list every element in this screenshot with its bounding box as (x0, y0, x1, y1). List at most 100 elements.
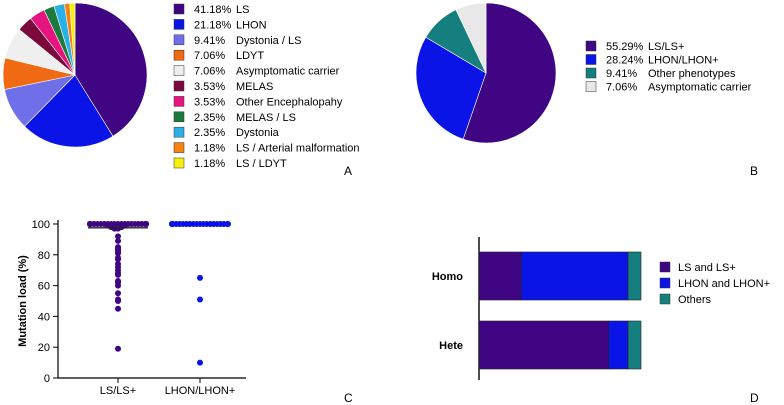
data-point-ls-ls (115, 305, 121, 312)
data-point-lhon-lhon (225, 221, 231, 227)
bar-segment-homo-lhon-and-lhon (520, 251, 629, 301)
legend-swatch-dystonia-ls (173, 34, 185, 46)
data-point-lhon-lhon (197, 296, 203, 303)
y-axis-label: Mutation load (%) (17, 255, 29, 347)
y-tick-label: 80 (38, 250, 50, 262)
legend-a: 41.18% LS 21.18% LHON 9.41% Dystonia / LS 7.06… (173, 3, 360, 170)
y-tick-label: 100 (32, 219, 50, 231)
legend-label: LS and LS+ (678, 262, 736, 274)
x-tick-label: LHON/LHON+ (165, 385, 236, 397)
bar-segment-hete-others (627, 320, 642, 370)
legend-label: LHON/LHON+ (648, 55, 719, 67)
legend-label: MELAS / LS (236, 112, 296, 124)
x-tick-label: LS/LS+ (100, 385, 136, 397)
legend-swatch-ls-ldyt (173, 157, 185, 169)
legend-b: 55.29% LS/LS+ 28.24% LHON/LHON+ 9.41% Other p… (585, 40, 752, 94)
legend-label: Dystonia / LS (236, 35, 301, 47)
pie-chart-a (2, 2, 148, 148)
panel-label-d: D (750, 391, 759, 405)
pie-chart-b (415, 2, 557, 144)
legend-swatch-melas (173, 80, 185, 92)
y-tick-label: 40 (38, 311, 50, 323)
legend-label: LDYT (236, 50, 264, 62)
legend-label: Asymptomatic carrier (648, 82, 752, 94)
legend-swatch-ls (173, 3, 185, 15)
legend-percent: 9.41% (606, 68, 637, 80)
data-point-ls-ls (115, 233, 121, 240)
data-point-ls-ls (143, 221, 149, 227)
legend-label: Asymptomatic carrier (236, 66, 340, 78)
legend-swatch-ls-arterial-malformation (173, 142, 185, 153)
legend-label: LS (236, 4, 249, 16)
legend-percent: 3.53% (194, 81, 225, 93)
legend-percent: 7.06% (194, 66, 225, 78)
legend-swatch-dystonia (173, 126, 185, 138)
bar-segment-homo-others (627, 251, 642, 301)
scatter-plot-c: 0 20 40 60 80 100 Mutation load (%) LS/LS+ LHON/… (17, 219, 246, 397)
legend-swatch-melas-ls (173, 111, 185, 123)
legend-swatch-lhon (173, 19, 185, 30)
legend-swatch-others (659, 293, 671, 305)
legend-percent: 41.18% (194, 4, 232, 16)
panel-label-a: A (344, 164, 352, 178)
data-point-lhon-lhon (197, 359, 203, 366)
legend-percent: 2.35% (194, 127, 225, 139)
legend-percent: 9.41% (194, 35, 225, 47)
legend-swatch-asymptomatic-carrier (585, 81, 597, 92)
legend-label: Others (678, 294, 712, 306)
data-point-ls-ls (115, 290, 121, 297)
y-tick-label: 0 (44, 373, 50, 385)
bar-segment-hete-ls-and-ls (478, 320, 609, 370)
legend-swatch-asymptomatic-carrier (173, 65, 185, 76)
legend-swatch-other-encephalopahy (173, 96, 185, 107)
data-point-ls-ls (115, 298, 121, 304)
legend-label: LHON (236, 19, 267, 31)
legend-percent: 21.18% (194, 19, 232, 31)
data-point-ls-ls (115, 282, 121, 289)
legend-label: Other Encephalopahy (236, 96, 343, 108)
legend-percent: 7.06% (606, 82, 637, 94)
legend-label: LS / Arterial malformation (236, 143, 360, 155)
legend-swatch-lhon-lhon (585, 54, 597, 65)
legend-percent: 28.24% (606, 55, 644, 67)
legend-percent: 7.06% (194, 50, 225, 62)
legend-percent: 1.18% (194, 158, 225, 170)
data-point-ls-ls (115, 256, 121, 263)
bar-segment-hete-lhon-and-lhon (608, 320, 629, 370)
pie-slice-ls-ldyt (69, 2, 76, 76)
data-point-ls-ls (87, 221, 93, 227)
pie-slice-lhon (24, 74, 114, 148)
legend-label: LS/LS+ (648, 41, 684, 53)
data-point-ls-ls (115, 271, 121, 278)
data-point-ls-ls (111, 225, 118, 232)
legend-label: MELAS (236, 81, 273, 93)
data-point-ls-ls (115, 250, 121, 257)
legend-swatch-ls-and-ls (659, 261, 671, 273)
y-tick-label: 60 (38, 281, 50, 293)
y-tick-label: 20 (38, 342, 50, 354)
category-label: Homo (432, 271, 463, 283)
pie-slice-asymptomatic-carrier (455, 2, 487, 74)
data-point-ls-ls (115, 237, 121, 244)
panel-label-c: C (344, 391, 353, 405)
legend-swatch-other-phenotypes (585, 67, 597, 79)
bar-segment-homo-ls-and-ls (478, 251, 522, 301)
legend-percent: 2.35% (194, 112, 225, 124)
pie-slice-ls-ls (462, 2, 557, 144)
stacked-bar-chart-d: Homo Hete LS and LS+ LHON and LHON+ Others (432, 237, 770, 380)
legend-swatch-ls-ls (585, 40, 597, 52)
legend-swatch-ldyt (173, 49, 185, 61)
panel-label-b: B (750, 164, 758, 178)
legend-label: LS / LDYT (236, 158, 287, 170)
legend-label: LHON and LHON+ (678, 278, 770, 290)
legend-percent: 1.18% (194, 143, 225, 155)
data-point-ls-ls (115, 345, 121, 352)
category-label: Hete (439, 340, 463, 352)
legend-percent: 55.29% (606, 41, 644, 53)
legend-label: Other phenotypes (648, 68, 736, 80)
legend-percent: 3.53% (194, 96, 225, 108)
legend-swatch-lhon-and-lhon (659, 277, 671, 289)
data-point-lhon-lhon (169, 221, 175, 227)
pie-slice-ls (74, 2, 148, 137)
